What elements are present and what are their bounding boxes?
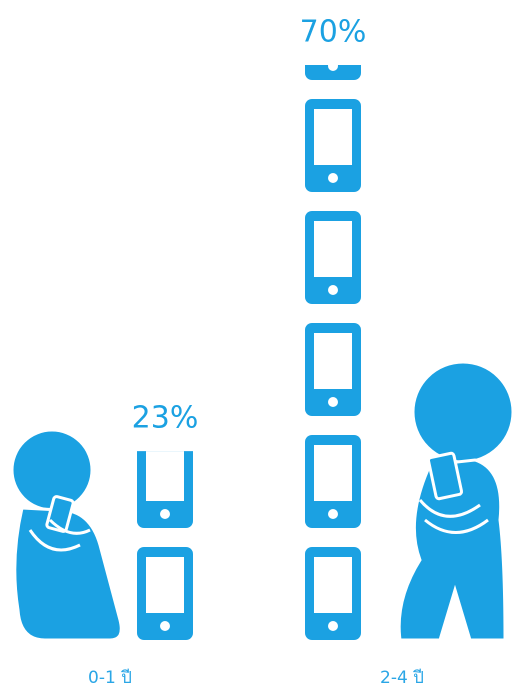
phone-stack [137, 451, 193, 640]
category-label: 2-4 ปี [380, 668, 424, 688]
phone-icon [305, 211, 361, 304]
phone-stack [305, 65, 361, 640]
value-label: 70% [300, 15, 367, 50]
phone-icon [305, 323, 361, 416]
phone-icon [305, 435, 361, 528]
phone-icon [137, 451, 193, 528]
phone-icon [305, 547, 361, 640]
value-label: 23% [132, 401, 199, 436]
phone-icon [305, 99, 361, 192]
phone-icon [137, 547, 193, 640]
child-figure [10, 428, 123, 642]
category-label: 0-1 ปี [88, 668, 132, 688]
child-figure [397, 360, 513, 642]
